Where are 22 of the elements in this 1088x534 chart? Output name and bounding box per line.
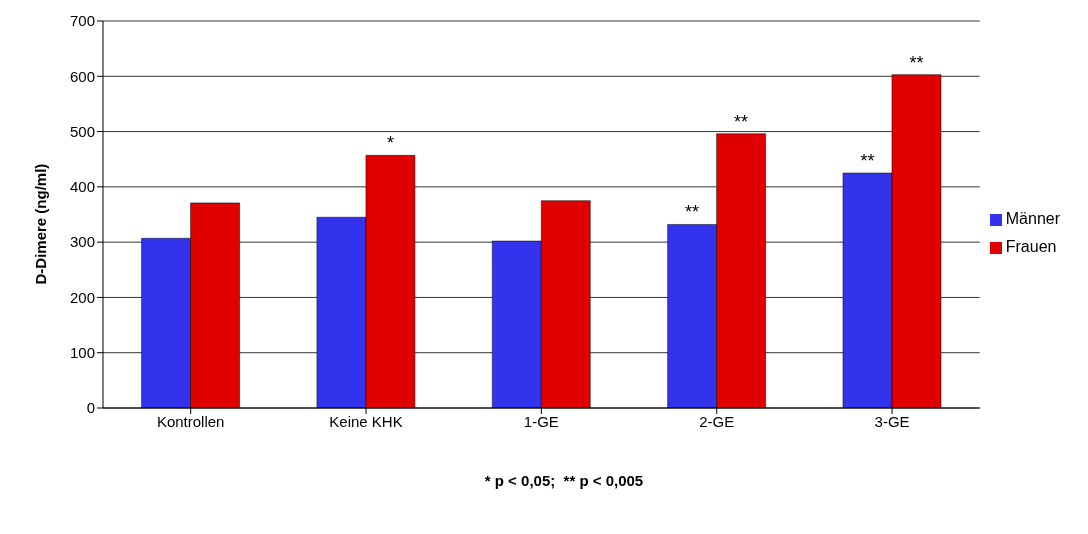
y-tick-label: 300 xyxy=(69,233,95,251)
x-tick-label: 2-GE xyxy=(699,412,735,430)
legend-label: Männer xyxy=(1005,210,1060,227)
x-tick-label: 1-GE xyxy=(523,412,559,430)
y-tick-label: 100 xyxy=(69,344,95,362)
legend-label: Frauen xyxy=(1005,238,1057,255)
y-axis-title: D-Dimere (ng/ml) xyxy=(32,163,50,285)
annotation: ** xyxy=(860,151,875,172)
y-tick-label: 200 xyxy=(69,288,95,306)
y-tick-label: 600 xyxy=(69,67,95,85)
y-tick-label: 400 xyxy=(69,178,95,196)
y-tick-label: 700 xyxy=(69,12,95,30)
annotation: ** xyxy=(734,111,749,132)
x-tick-label: Kontrollen xyxy=(156,412,225,430)
text: * p < 0,05; ** p < 0,005 xyxy=(483,472,645,489)
annotation: ** xyxy=(685,202,700,223)
y-tick-label: 0 xyxy=(86,399,95,417)
annotation: ** xyxy=(909,52,924,73)
x-tick-label: Keine KHK xyxy=(329,412,403,430)
y-tick-label: 500 xyxy=(69,122,95,140)
annotation: * xyxy=(386,133,394,154)
x-tick-label: 3-GE xyxy=(874,412,910,430)
